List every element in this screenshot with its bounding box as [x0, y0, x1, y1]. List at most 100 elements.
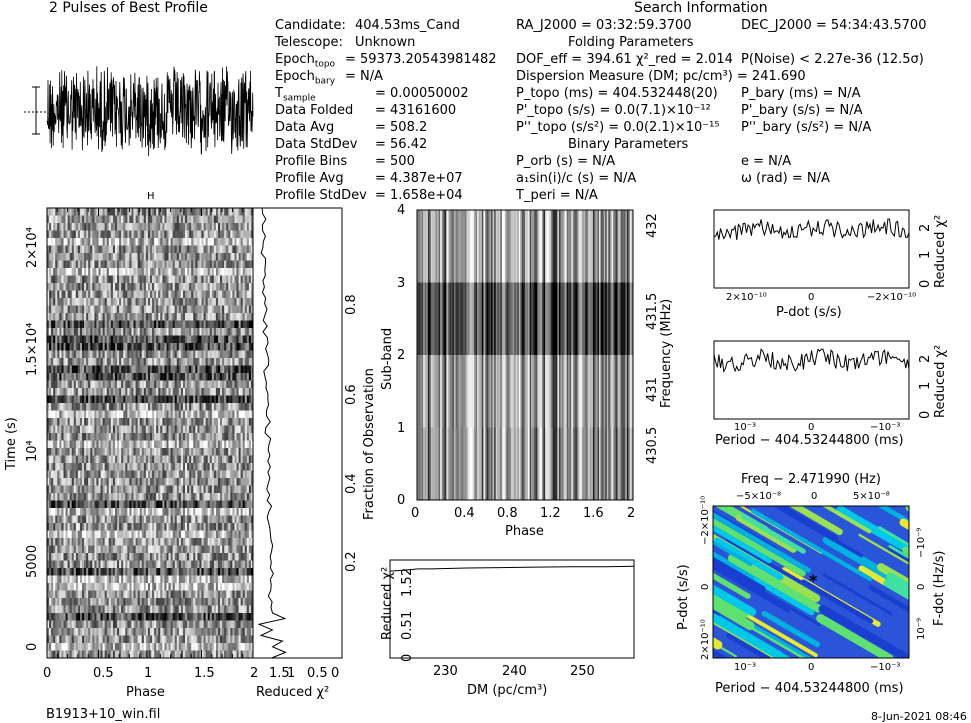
time-phase-cell	[162, 463, 165, 471]
time-phase-cell	[162, 418, 165, 426]
time-phase-cell	[53, 373, 56, 381]
time-phase-cell	[51, 328, 54, 336]
time-phase-cell	[211, 268, 215, 276]
time-phase-cell	[240, 283, 243, 291]
time-phase-cell	[209, 320, 213, 329]
time-phase-cell	[185, 260, 188, 269]
time-phase-cell	[244, 545, 248, 554]
time-phase-cell	[61, 568, 64, 576]
time-phase-cell	[84, 508, 87, 516]
time-phase-cell	[108, 298, 112, 306]
time-phase-cell	[67, 448, 70, 456]
time-phase-cell	[226, 313, 229, 321]
time-phase-cell	[152, 245, 155, 254]
time-phase-cell	[164, 418, 167, 426]
time-phase-cell	[248, 208, 252, 216]
time-phase-cell	[191, 365, 194, 374]
time-phase-cell	[133, 433, 136, 441]
time-phase-cell	[110, 425, 114, 434]
time-phase-cell	[213, 545, 217, 554]
time-phase-cell	[82, 403, 85, 411]
time-phase-cell	[69, 440, 73, 449]
time-phase-cell	[137, 418, 140, 426]
time-phase-cell	[135, 448, 138, 456]
time-phase-cell	[121, 433, 124, 441]
time-phase-cell	[162, 305, 165, 314]
time-phase-cell	[232, 395, 235, 404]
time-phase-cell	[49, 418, 52, 426]
time-phase-cell	[49, 425, 52, 434]
time-phase-cell	[75, 463, 79, 471]
time-phase-cell	[119, 560, 122, 569]
time-phase-cell	[244, 433, 248, 441]
time-phase-cell	[67, 335, 70, 344]
time-phase-cell	[185, 283, 188, 291]
time-phase-cell	[106, 305, 110, 314]
time-phase-cell	[178, 568, 182, 576]
time-phase-cell	[213, 275, 217, 284]
time-phase-cell	[242, 553, 246, 561]
time-phase-cell	[47, 305, 50, 314]
time-phase-cell	[236, 245, 239, 254]
time-phase-cell	[246, 253, 250, 261]
time-phase-cell	[189, 328, 192, 336]
time-phase-cell	[51, 418, 54, 426]
time-phase-cell	[168, 283, 171, 291]
time-phase-cell	[77, 538, 81, 546]
time-phase-cell	[185, 365, 188, 374]
time-phase-cell	[139, 500, 143, 509]
time-phase-cell	[240, 328, 243, 336]
time-phase-cell	[211, 440, 215, 449]
time-phase-cell	[137, 508, 140, 516]
time-phase-cell	[143, 433, 147, 441]
time-phase-cell	[191, 335, 194, 344]
time-phase-cell	[71, 410, 75, 419]
time-phase-cell	[145, 275, 149, 284]
time-phase-cell	[226, 215, 229, 224]
time-phase-cell	[145, 508, 149, 516]
time-phase-cell	[224, 275, 227, 284]
time-phase-cell	[121, 478, 124, 486]
time-phase-cell	[250, 470, 254, 479]
time-phase-cell	[131, 560, 134, 569]
time-phase-cell	[209, 515, 213, 524]
time-phase-cell	[143, 388, 147, 396]
time-phase-cell	[156, 410, 159, 419]
time-phase-cell	[92, 523, 95, 531]
time-phase-cell	[170, 275, 173, 284]
time-phase-cell	[121, 373, 124, 381]
time-phase-cell	[82, 433, 85, 441]
time-phase-cell	[90, 395, 93, 404]
time-phase-cell	[112, 515, 116, 524]
time-phase-cell	[158, 290, 161, 299]
time-phase-cell	[82, 365, 85, 374]
time-phase-cell	[123, 523, 126, 531]
time-phase-cell	[168, 238, 171, 246]
time-phase-cell	[47, 485, 50, 494]
time-phase-cell	[145, 260, 149, 269]
time-phase-cell	[244, 223, 248, 231]
time-phase-cell	[207, 238, 211, 246]
time-phase-cell	[143, 553, 147, 561]
time-phase-cell	[92, 380, 95, 389]
time-phase-cell	[96, 343, 99, 351]
time-phase-cell	[63, 500, 66, 509]
time-phase-cell	[224, 313, 227, 321]
time-phase-cell	[250, 350, 254, 359]
time-phase-cell	[162, 455, 165, 464]
time-phase-cell	[131, 463, 134, 471]
time-phase-cell	[51, 290, 54, 299]
time-phase-cell	[90, 455, 93, 464]
time-phase-cell	[222, 365, 225, 374]
time-phase-cell	[207, 350, 211, 359]
time-phase-cell	[57, 260, 60, 269]
time-phase-cell	[178, 545, 182, 554]
time-phase-cell	[59, 530, 62, 539]
time-phase-cell	[100, 523, 103, 531]
time-phase-cell	[250, 523, 254, 531]
time-phase-cell	[203, 575, 206, 584]
time-phase-cell	[139, 245, 143, 254]
time-phase-cell	[230, 545, 233, 554]
time-phase-cell	[79, 418, 83, 426]
time-phase-cell	[112, 350, 116, 359]
